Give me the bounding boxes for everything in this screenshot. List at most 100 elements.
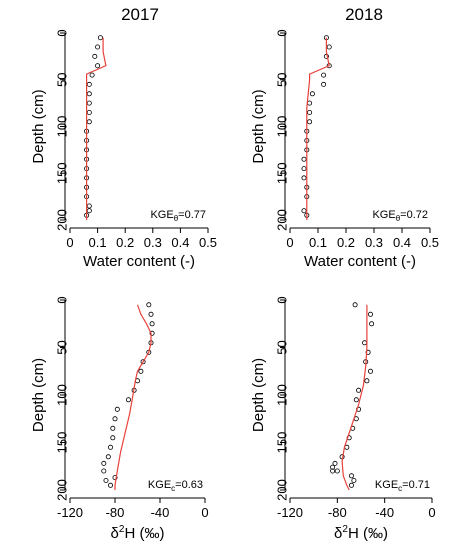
y-tick-label: 100 — [54, 116, 69, 138]
kge-subscript: c — [171, 484, 175, 493]
observed-point — [86, 203, 92, 209]
y-tick-label: 150 — [274, 162, 289, 184]
y-tick-label: 0 — [54, 296, 69, 303]
kge-subscript: θ — [174, 214, 179, 223]
x-tick-label: 0.4 — [393, 235, 411, 250]
observed-point — [364, 378, 370, 384]
kge-annotation: KGEθ=0.72 — [372, 209, 428, 223]
observed-point — [105, 454, 111, 460]
observed-point — [356, 387, 362, 393]
kge-label: KGE — [375, 479, 398, 491]
y-tick-label: 200 — [274, 479, 289, 501]
model-line — [114, 304, 152, 490]
y-tick-label: 50 — [274, 340, 289, 354]
kge-value: =0.71 — [402, 479, 430, 491]
observed-point — [101, 460, 107, 466]
observed-point — [108, 482, 114, 488]
x-axis-label: Water content (-) — [304, 253, 416, 270]
kge-annotation: KGEc=0.71 — [375, 479, 430, 493]
observed-point — [101, 468, 107, 474]
x-tick-label: 0.2 — [337, 235, 355, 250]
observed-point — [89, 72, 95, 78]
y-tick-label: 50 — [54, 340, 69, 354]
kge-label: KGE — [150, 209, 173, 221]
y-tick-label: 200 — [54, 209, 69, 231]
observed-point — [301, 166, 307, 172]
observed-point — [86, 208, 92, 214]
observed-point — [326, 44, 332, 50]
panel-water-2017: 0 50 100 150 200 0 0.1 0.2 0.3 0.4 0.5 Depth (cm) Wa… — [30, 29, 217, 270]
observed-point — [369, 321, 375, 327]
panel-water-2018: 0 50 100 150 200 0 0.1 0.2 0.3 0.4 0.5 Depth (cm) Wa… — [250, 29, 439, 270]
observed-point — [353, 397, 359, 403]
x-label-delta: δ — [334, 525, 342, 542]
observed-point — [301, 156, 307, 162]
observed-point — [110, 435, 116, 441]
observed-point — [149, 330, 155, 336]
x-tick-label: 0.3 — [365, 235, 383, 250]
x-tick-label: 0.2 — [116, 235, 134, 250]
observed-point — [334, 468, 340, 474]
observed-point — [86, 119, 92, 125]
observed-point — [351, 477, 357, 483]
kge-annotation: KGEθ=0.77 — [150, 209, 206, 223]
kge-value: =0.63 — [175, 479, 203, 491]
observed-point — [348, 482, 354, 488]
panel-isotope-2018: 0 50 100 150 200 -120 -80 -40 0 Depth (cm) δ2H (‰)… — [250, 296, 436, 542]
observed-point — [146, 302, 152, 308]
observed-point — [95, 63, 101, 69]
observed-point — [307, 119, 313, 125]
observed-point — [367, 368, 373, 374]
observed-point — [140, 359, 146, 365]
model-line — [85, 37, 107, 220]
x-tick-label: 0.5 — [199, 235, 217, 250]
observed-point — [86, 110, 92, 116]
y-tick-label: 150 — [54, 432, 69, 454]
y-tick-label: 100 — [274, 116, 289, 138]
kge-value: =0.72 — [400, 209, 428, 221]
title-2018: 2018 — [345, 5, 383, 24]
observed-point — [114, 406, 120, 412]
y-axis-label: Depth (cm) — [250, 358, 267, 432]
y-tick-label: 150 — [274, 432, 289, 454]
y-tick-label: 50 — [54, 73, 69, 87]
observed-point — [97, 35, 103, 41]
observed-point — [332, 460, 338, 466]
observed-point — [321, 72, 327, 78]
observed-point — [92, 53, 98, 59]
y-axis-label: Depth (cm) — [250, 89, 267, 163]
y-axis-label: Depth (cm) — [30, 358, 47, 432]
observed-point — [321, 81, 327, 87]
kge-subscript: c — [398, 484, 402, 493]
x-tick-label: -80 — [328, 505, 347, 520]
x-tick-label: -120 — [277, 505, 303, 520]
x-axis-label: Water content (-) — [83, 253, 195, 270]
observed-point — [103, 477, 109, 483]
y-tick-label: 0 — [54, 29, 69, 36]
y-tick-label: 100 — [54, 384, 69, 406]
observed-point — [95, 44, 101, 50]
x-tick-label: 0.3 — [144, 235, 162, 250]
observed-point — [86, 91, 92, 97]
x-tick-label: 0.5 — [421, 235, 439, 250]
x-axis-label: δ2H (‰) — [334, 524, 388, 542]
x-label-delta: δ — [111, 525, 119, 542]
kge-value: =0.77 — [178, 209, 206, 221]
y-tick-label: 100 — [274, 384, 289, 406]
x-tick-label: -40 — [375, 505, 394, 520]
observed-point — [112, 475, 118, 481]
title-2017: 2017 — [121, 5, 159, 24]
kge-label: KGE — [148, 479, 171, 491]
x-tick-label: 0 — [428, 505, 435, 520]
observed-point — [110, 425, 116, 431]
y-tick-label: 150 — [54, 162, 69, 184]
kge-subscript: θ — [396, 214, 401, 223]
x-label-rest: H (‰) — [124, 525, 164, 542]
x-tick-label: 0 — [201, 505, 208, 520]
observed-point — [330, 468, 336, 474]
y-tick-label: 0 — [274, 29, 289, 36]
observed-point — [348, 473, 354, 479]
x-label-rest: H (‰) — [348, 525, 388, 542]
x-axis-label: δ2H (‰) — [111, 524, 165, 542]
